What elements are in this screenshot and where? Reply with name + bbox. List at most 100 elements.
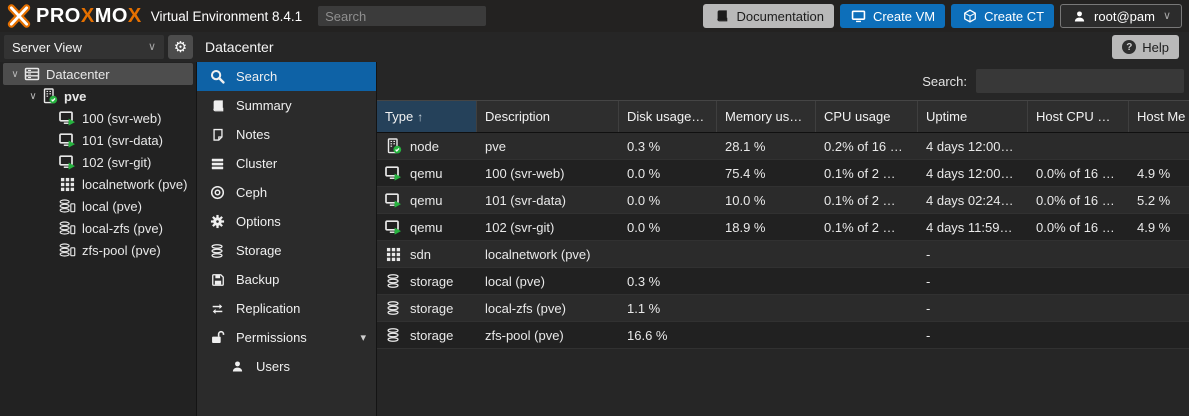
cell-type: storage <box>377 268 477 294</box>
storage-icon <box>385 327 402 343</box>
tree-item-localnetwork-pve[interactable]: localnetwork (pve) <box>3 173 193 195</box>
cell-text: localnetwork (pve) <box>485 246 591 262</box>
tree-item-100-svr-web[interactable]: 100 (svr-web) <box>3 107 193 129</box>
cell-text: local-zfs (pve) <box>485 300 566 316</box>
expander-icon[interactable]: ∨ <box>29 90 37 102</box>
menu-item-search[interactable]: Search <box>197 62 376 91</box>
column-header-host-me[interactable]: Host Me <box>1129 101 1189 132</box>
column-header-memory-us[interactable]: Memory us… <box>717 101 816 132</box>
tree-item-local-pve[interactable]: local (pve) <box>3 195 193 217</box>
cell-host-mem: 4.9 % <box>1129 214 1189 240</box>
cell-text: 102 (svr-git) <box>485 219 555 235</box>
column-header-description[interactable]: Description <box>477 101 619 132</box>
cell-text: 0.1% of 2 … <box>824 192 896 208</box>
cell-text: - <box>926 273 931 289</box>
cell-uptime: 4 days 12:00… <box>918 160 1028 186</box>
tree-item-local-zfs-pve[interactable]: local-zfs (pve) <box>3 217 193 239</box>
cell-host-mem: 4.9 % <box>1129 160 1189 186</box>
view-selector-dropdown[interactable]: Server View ∨ <box>4 35 164 59</box>
column-header-disk-usage[interactable]: Disk usage… <box>619 101 717 132</box>
caret-down-icon[interactable]: ▾ <box>360 332 366 344</box>
cell-cpu: 0.1% of 2 … <box>816 214 918 240</box>
gear-icon <box>209 214 226 230</box>
cell-text: 4 days 12:00… <box>926 138 1014 154</box>
create-ct-button[interactable]: Create CT <box>951 4 1055 28</box>
cell-text: 101 (svr-data) <box>485 192 566 208</box>
menu-item-backup[interactable]: Backup <box>197 265 376 294</box>
tree-item-datacenter[interactable]: ∨ Datacenter <box>3 63 193 85</box>
table-row-local-pve[interactable]: storage local (pve) 0.3 % - <box>377 268 1189 295</box>
cell-uptime: 4 days 11:59… <box>918 214 1028 240</box>
cell-cpu: 0.2% of 16 … <box>816 133 918 159</box>
view-settings-gear-button[interactable]: ⚙ <box>168 35 193 59</box>
cell-text: 1.1 % <box>627 300 661 316</box>
cell-host-cpu <box>1028 133 1129 159</box>
menu-item-ceph[interactable]: Ceph <box>197 178 376 207</box>
main-content: ∨ Datacenter ∨ pve 100 (svr-web) 101 (svr-dat… <box>0 62 1189 416</box>
table-row-101-svr-data[interactable]: qemu 101 (svr-data) 0.0 % 10.0 % 0.1% of 2 …… <box>377 187 1189 214</box>
menu-item-label: Summary <box>236 98 292 113</box>
cell-text: sdn <box>410 246 431 262</box>
cell-host-cpu <box>1028 241 1129 267</box>
column-header-cpu-usage[interactable]: CPU usage <box>816 101 918 132</box>
node-check-icon <box>385 138 402 154</box>
tree-item-pve[interactable]: ∨ pve <box>3 85 193 107</box>
cell-type: sdn <box>377 241 477 267</box>
create-vm-button[interactable]: Create VM <box>839 4 946 28</box>
cell-text: - <box>926 327 931 343</box>
cell-type: storage <box>377 295 477 321</box>
table-row-localnetwork-pve[interactable]: sdn localnetwork (pve) - <box>377 241 1189 268</box>
tree-item-label: local-zfs (pve) <box>82 220 163 236</box>
cell-text: qemu <box>410 192 443 208</box>
cell-text: storage <box>410 327 454 343</box>
cell-host-cpu: 0.0% of 16 … <box>1028 187 1129 213</box>
column-header-label: Host Me <box>1137 109 1186 124</box>
menu-item-replication[interactable]: Replication <box>197 294 376 323</box>
menu-item-label: Backup <box>236 272 280 287</box>
cell-type: qemu <box>377 187 477 213</box>
search-label: Search: <box>922 73 967 89</box>
menu-item-summary[interactable]: Summary <box>197 91 376 120</box>
cell-text: 0.0 % <box>627 192 661 208</box>
cell-text: storage <box>410 300 454 316</box>
table-row-102-svr-git[interactable]: qemu 102 (svr-git) 0.0 % 18.9 % 0.1% of 2 … 4… <box>377 214 1189 241</box>
documentation-button[interactable]: Documentation <box>703 4 834 28</box>
table-row-pve[interactable]: node pve 0.3 % 28.1 % 0.2% of 16 … 4 days 12:… <box>377 133 1189 160</box>
vm-running-icon <box>59 132 76 148</box>
book-icon <box>713 8 730 24</box>
table-row-100-svr-web[interactable]: qemu 100 (svr-web) 0.0 % 75.4 % 0.1% of 2 … 4… <box>377 160 1189 187</box>
menu-item-storage[interactable]: Storage <box>197 236 376 265</box>
column-header-host-cpu[interactable]: Host CPU … <box>1028 101 1129 132</box>
table-row-local-zfs-pve[interactable]: storage local-zfs (pve) 1.1 % - <box>377 295 1189 322</box>
help-button[interactable]: ? Help <box>1112 35 1179 59</box>
expander-icon[interactable]: ∨ <box>11 68 19 80</box>
sort-ascending-icon: ↑ <box>417 109 424 124</box>
tree-item-zfs-pool-pve[interactable]: zfs-pool (pve) <box>3 239 193 261</box>
menu-item-permissions[interactable]: Permissions ▾ <box>197 323 376 352</box>
menu-item-users[interactable]: Users <box>197 352 376 381</box>
cell-host-cpu <box>1028 322 1129 348</box>
cell-uptime: 4 days 02:24… <box>918 187 1028 213</box>
backup-icon <box>209 272 226 288</box>
tree-item-102-svr-git[interactable]: 102 (svr-git) <box>3 151 193 173</box>
global-search-input[interactable] <box>318 6 487 26</box>
table-search-input[interactable] <box>976 69 1184 93</box>
question-mark-icon: ? <box>1122 40 1137 54</box>
column-header-uptime[interactable]: Uptime <box>918 101 1028 132</box>
note-icon <box>209 127 226 143</box>
menu-item-cluster[interactable]: Cluster <box>197 149 376 178</box>
storage-page-icon <box>59 198 76 214</box>
proxmox-logo: PROXMOX <box>7 4 142 28</box>
tree-item-label: localnetwork (pve) <box>82 176 188 192</box>
menu-item-notes[interactable]: Notes <box>197 120 376 149</box>
cell-cpu <box>816 241 918 267</box>
table-row-zfs-pool-pve[interactable]: storage zfs-pool (pve) 16.6 % - <box>377 322 1189 349</box>
menu-item-options[interactable]: Options <box>197 207 376 236</box>
tree-item-101-svr-data[interactable]: 101 (svr-data) <box>3 129 193 151</box>
column-header-type[interactable]: Type ↑ <box>377 101 477 132</box>
cell-host-cpu: 0.0% of 16 … <box>1028 214 1129 240</box>
cell-description: 101 (svr-data) <box>477 187 619 213</box>
datacenter-icon <box>23 66 40 82</box>
column-header-label: CPU usage <box>824 109 891 124</box>
user-menu-button[interactable]: root@pam ∨ <box>1060 4 1182 28</box>
